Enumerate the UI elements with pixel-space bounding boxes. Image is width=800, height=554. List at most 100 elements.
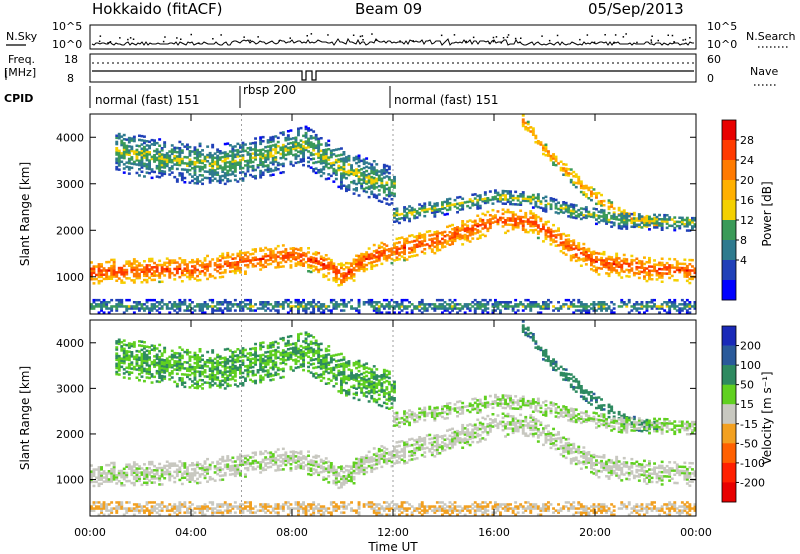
power-cell [175, 265, 179, 268]
velocity-cell [395, 461, 399, 465]
velocity-cell [385, 462, 389, 465]
power-cell [584, 250, 588, 253]
power-cell [208, 298, 212, 302]
power-cell [312, 265, 316, 268]
power-cell [476, 303, 480, 306]
power-cell [605, 257, 608, 260]
power-cell [340, 178, 343, 182]
power-cell [138, 303, 141, 306]
power-cell [415, 305, 419, 308]
velocity-cell [132, 477, 136, 481]
power-cell [622, 213, 626, 216]
power-cell [271, 156, 275, 160]
power-cell [309, 305, 313, 308]
nsearch-dot [132, 38, 135, 40]
power-cell [451, 301, 454, 304]
power-cell [284, 301, 288, 304]
power-cell [375, 171, 379, 174]
power-cell [574, 181, 578, 185]
power-cell [138, 272, 141, 276]
power-cell [658, 218, 661, 221]
power-cell [410, 246, 414, 250]
power-cell [115, 157, 119, 160]
velocity-cell [304, 455, 308, 459]
power-cell [120, 281, 124, 284]
power-cell [605, 303, 608, 306]
power-cell [582, 303, 586, 306]
power-cell [107, 275, 111, 278]
power-cell [319, 137, 323, 140]
power-cell [665, 272, 669, 275]
velocity-cell [443, 444, 447, 448]
power-cell [382, 165, 386, 169]
nsearch-dot [492, 36, 495, 39]
power-cell [466, 204, 470, 208]
power-cell [425, 303, 429, 306]
power-cell [231, 261, 235, 265]
power-cell [223, 161, 227, 165]
power-cell [138, 262, 141, 265]
power-cell [602, 307, 606, 310]
power-cell [607, 266, 611, 269]
power-cell [266, 248, 270, 251]
power-cell [393, 186, 396, 189]
power-cell [552, 197, 555, 201]
power-cell [524, 211, 528, 215]
power-cell [271, 148, 275, 151]
power-cell [491, 208, 495, 212]
power-cell [476, 222, 480, 226]
power-cell [175, 159, 179, 162]
velocity-cell [428, 450, 432, 453]
power-cell [420, 311, 424, 314]
velocity-cell [398, 440, 401, 444]
power-cell [274, 156, 278, 159]
velocity-cell [198, 463, 202, 466]
power-cell [398, 253, 401, 257]
power-cell [390, 261, 394, 265]
power-cell [357, 171, 361, 174]
power-cell [175, 271, 179, 275]
velocity-cell [302, 461, 305, 464]
velocity-cell [410, 437, 414, 441]
power-cell [395, 250, 399, 253]
power-cell [481, 200, 485, 203]
power-cell [451, 309, 454, 312]
power-cell [334, 171, 338, 174]
power-cell [178, 298, 182, 302]
power-cell [269, 256, 273, 259]
power-cell [206, 303, 209, 306]
velocity-cell [340, 477, 343, 481]
power-cell [569, 248, 573, 251]
power-cell [610, 203, 614, 206]
power-cell [342, 268, 346, 271]
power-cell [635, 272, 639, 275]
power-cell [112, 269, 116, 272]
power-cell [211, 307, 215, 310]
velocity-cell [385, 447, 389, 451]
power-cell [297, 301, 300, 304]
power-cell [595, 260, 598, 263]
power-cell [201, 270, 204, 273]
power-cell [660, 257, 664, 260]
power-cell [140, 160, 144, 163]
velocity-cell [110, 480, 114, 483]
power-cell [203, 159, 207, 163]
power-cell [231, 149, 235, 153]
power-cell [342, 157, 346, 160]
power-cell [286, 251, 290, 255]
power-cell [145, 298, 149, 302]
velocity-cell [135, 471, 139, 474]
power-cell [468, 240, 472, 243]
power-cell [249, 165, 252, 168]
power-cell [168, 169, 172, 172]
power-cell [413, 254, 417, 257]
power-cell [486, 303, 490, 306]
power-cell [274, 253, 278, 257]
power-cell [132, 307, 136, 310]
colorbar-tick-label: 20 [740, 174, 754, 187]
power-cell [140, 151, 144, 155]
power-cell [158, 144, 162, 147]
power-cell [675, 264, 679, 267]
velocity-cell [360, 458, 364, 461]
nsearch-dot [127, 38, 129, 41]
